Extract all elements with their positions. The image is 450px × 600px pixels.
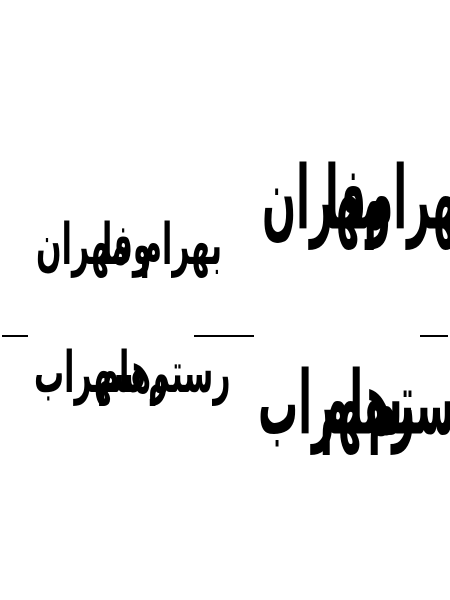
separator-rule-middle: [194, 335, 254, 337]
word-large-bottom-3: سهراب: [258, 354, 403, 456]
word-large-top-2: وفا: [325, 149, 392, 251]
word-small-bottom-3: سهراب: [34, 340, 143, 408]
word-small-top-2: وفا: [102, 212, 152, 280]
word-large-bottom-2: رهام: [320, 354, 416, 456]
word-small-top-3: مهران: [36, 212, 129, 280]
word-small-bottom-2: رهام: [97, 340, 169, 408]
word-large-top-1: بهرام: [364, 149, 450, 251]
word-small-bottom-1: رستم: [148, 340, 231, 408]
separator-rule-left: [2, 335, 28, 337]
word-small-top-1: بهرام: [140, 212, 223, 280]
separator-rule-right: [420, 335, 448, 337]
word-large-top-3: مهران: [262, 149, 386, 251]
word-large-bottom-1: رستم: [368, 354, 450, 456]
